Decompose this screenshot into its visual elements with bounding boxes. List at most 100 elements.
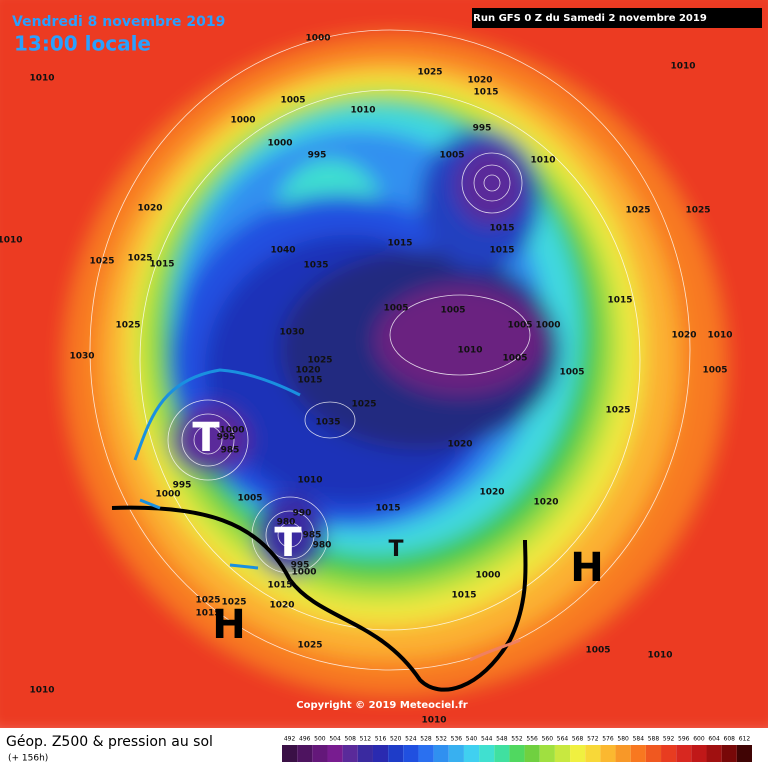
scale-swatch bbox=[312, 745, 328, 762]
isobar-label: 1020 bbox=[467, 76, 492, 86]
scale-swatch bbox=[585, 745, 601, 762]
scale-label: 532 bbox=[435, 736, 447, 743]
isobar-label: 1025 bbox=[89, 257, 114, 267]
pressure-system: H bbox=[570, 545, 603, 591]
isobar-label: 1005 bbox=[383, 304, 408, 314]
isobar-label: 1005 bbox=[559, 368, 584, 378]
scale-swatch bbox=[736, 745, 752, 762]
scale-label: 504 bbox=[329, 736, 341, 743]
scale-label: 612 bbox=[739, 736, 751, 743]
scale-label: 500 bbox=[314, 736, 326, 743]
isobar-label: 1035 bbox=[303, 261, 328, 271]
isobar-label: 1010 bbox=[0, 236, 23, 246]
scale-label: 564 bbox=[557, 736, 569, 743]
scale-label: 516 bbox=[375, 736, 387, 743]
scale-label: 588 bbox=[648, 736, 660, 743]
isobar-label: 1005 bbox=[502, 354, 527, 364]
scale-label: 492 bbox=[284, 736, 296, 743]
isobar-label: 1005 bbox=[585, 646, 610, 656]
scale-swatch bbox=[630, 745, 646, 762]
scale-label: 568 bbox=[572, 736, 584, 743]
scale-swatch bbox=[327, 745, 343, 762]
isobar-label: 995 bbox=[173, 481, 192, 491]
isobar-label: 1025 bbox=[417, 68, 442, 78]
isobar-label: 1025 bbox=[307, 356, 332, 366]
scale-label: 596 bbox=[678, 736, 690, 743]
isobar-label: 1005 bbox=[439, 151, 464, 161]
isobar-label: 1015 bbox=[267, 581, 292, 591]
scale-swatch bbox=[433, 745, 449, 762]
isobar-label: 995 bbox=[291, 561, 310, 571]
isobar-label: 1020 bbox=[137, 204, 162, 214]
isobar-label: 1010 bbox=[29, 686, 54, 696]
geopotential-field bbox=[0, 0, 768, 740]
isobar-label: 1000 bbox=[475, 571, 500, 581]
forecast-date: Vendredi 8 novembre 2019 bbox=[12, 14, 225, 30]
isobar-label: 1000 bbox=[155, 490, 180, 500]
scale-label: 524 bbox=[405, 736, 417, 743]
isobar-label: 1025 bbox=[685, 206, 710, 216]
isobar-label: 995 bbox=[308, 151, 327, 161]
scale-label: 580 bbox=[617, 736, 629, 743]
scale-swatch bbox=[691, 745, 707, 762]
scale-swatch bbox=[463, 745, 480, 762]
scale-label: 540 bbox=[466, 736, 478, 743]
isobar-label: 1000 bbox=[305, 34, 330, 44]
isobar-label: 1005 bbox=[237, 494, 262, 504]
isobar-label: 1035 bbox=[315, 418, 340, 428]
isobar-label: 1000 bbox=[535, 321, 560, 331]
legend-title: Géop. Z500 & pression au sol bbox=[6, 734, 213, 750]
isobar-label: 995 bbox=[473, 124, 492, 134]
isobar-label: 1010 bbox=[29, 74, 54, 84]
scale-swatch bbox=[448, 745, 464, 762]
scale-swatch bbox=[372, 745, 389, 762]
forecast-time: 13:00 locale bbox=[14, 32, 151, 56]
isobar-label: 1010 bbox=[350, 106, 375, 116]
isobar-label: 1020 bbox=[671, 331, 696, 341]
fronts bbox=[111, 368, 528, 692]
isobar-label: 1000 bbox=[291, 568, 316, 578]
scale-label: 520 bbox=[390, 736, 402, 743]
scale-swatch bbox=[539, 745, 555, 762]
isobar-label: 1005 bbox=[702, 366, 727, 376]
isobar-label: 1015 bbox=[489, 224, 514, 234]
isobar-label: 1020 bbox=[295, 366, 320, 376]
scale-label: 584 bbox=[633, 736, 645, 743]
run-banner bbox=[472, 8, 762, 28]
isobar-label: 1000 bbox=[267, 139, 292, 149]
copyright: Copyright © 2019 Meteociel.fr bbox=[296, 700, 467, 711]
isobar-label: 1010 bbox=[670, 62, 695, 72]
isobar-label: 1015 bbox=[387, 239, 412, 249]
isobar-label: 1005 bbox=[507, 321, 532, 331]
run-info: Run GFS 0 Z du Samedi 2 novembre 2019 bbox=[473, 13, 707, 24]
isobar-label: 1000 bbox=[230, 116, 255, 126]
scale-swatch bbox=[297, 745, 313, 762]
isobar-label: 1015 bbox=[149, 260, 174, 270]
isobar-label: 1040 bbox=[270, 246, 295, 256]
isobar-label: 1025 bbox=[127, 254, 152, 264]
isobar-label: 1030 bbox=[69, 352, 94, 362]
scale-label: 508 bbox=[344, 736, 356, 743]
isobar-label: 1010 bbox=[647, 651, 672, 661]
scale-label: 592 bbox=[663, 736, 675, 743]
isobar-label: 1025 bbox=[351, 400, 376, 410]
scale-swatch bbox=[661, 745, 677, 762]
pressure-system: T bbox=[388, 537, 403, 562]
scale-swatch bbox=[418, 745, 434, 762]
scale-label: 604 bbox=[708, 736, 720, 743]
isobar-label: 1025 bbox=[115, 321, 140, 331]
scale-label: 512 bbox=[360, 736, 372, 743]
isobar-label: 1015 bbox=[195, 609, 220, 619]
scale-label: 548 bbox=[496, 736, 508, 743]
isobar-label: 990 bbox=[293, 509, 312, 519]
scale-swatch bbox=[479, 745, 495, 762]
pressure-system: T bbox=[192, 415, 220, 461]
scale-swatch bbox=[721, 745, 737, 762]
scale-label: 572 bbox=[587, 736, 599, 743]
scale-label: 536 bbox=[451, 736, 463, 743]
isobar-label: 1025 bbox=[221, 598, 246, 608]
isobar-label: 1010 bbox=[421, 716, 446, 726]
isobar-label: 1025 bbox=[297, 641, 322, 651]
isobar-label: 1005 bbox=[440, 306, 465, 316]
scale-swatch bbox=[342, 745, 358, 762]
